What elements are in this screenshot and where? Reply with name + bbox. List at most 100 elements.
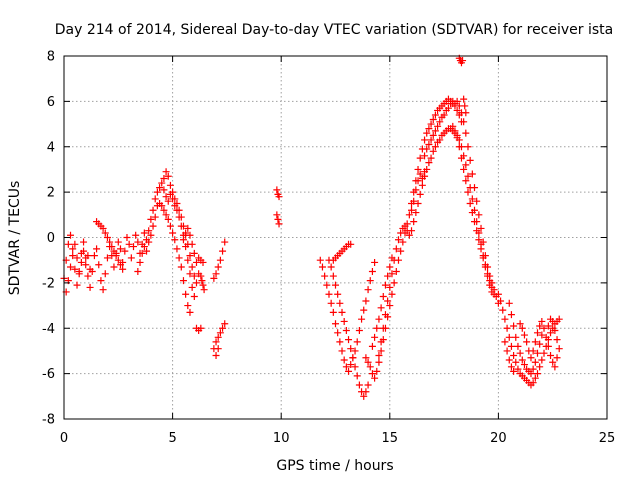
- y-tick-label: -2: [42, 276, 55, 291]
- y-tick-label: -8: [42, 413, 55, 428]
- data-point: [538, 317, 546, 325]
- data-point: [186, 308, 194, 316]
- data-point: [171, 236, 179, 244]
- data-point: [397, 229, 405, 237]
- data-point: [427, 120, 435, 128]
- data-point: [425, 159, 433, 167]
- data-point: [462, 161, 470, 169]
- data-point: [510, 367, 518, 375]
- data-point: [214, 333, 222, 341]
- data-point: [462, 177, 470, 185]
- data-point: [275, 193, 283, 201]
- data-point: [371, 258, 379, 266]
- data-point: [410, 197, 418, 205]
- data-point: [418, 175, 426, 183]
- data-point: [364, 286, 372, 294]
- data-point: [388, 254, 396, 262]
- y-tick-label: -6: [42, 367, 55, 382]
- data-point: [219, 324, 227, 332]
- data-point: [451, 102, 459, 110]
- data-point: [345, 336, 353, 344]
- data-point: [329, 308, 337, 316]
- data-point: [436, 118, 444, 126]
- data-point: [101, 229, 109, 237]
- data-point: [162, 211, 170, 219]
- data-point: [512, 358, 520, 366]
- data-point: [455, 111, 463, 119]
- data-point: [423, 129, 431, 137]
- data-point: [408, 227, 416, 235]
- axis-ticks: [63, 55, 608, 420]
- data-point: [468, 209, 476, 217]
- data-point: [440, 111, 448, 119]
- data-point: [371, 333, 379, 341]
- data-point: [140, 229, 148, 237]
- data-point: [431, 111, 439, 119]
- data-point: [379, 292, 387, 300]
- x-tick-label: 0: [60, 431, 68, 446]
- data-point: [414, 165, 422, 173]
- data-point: [510, 322, 518, 330]
- data-point: [93, 245, 101, 253]
- data-point: [84, 272, 92, 280]
- data-point: [164, 215, 172, 223]
- data-point: [327, 263, 335, 271]
- data-point: [336, 299, 344, 307]
- data-point: [67, 263, 75, 271]
- data-point: [444, 104, 452, 112]
- data-point: [342, 363, 350, 371]
- data-point: [381, 281, 389, 289]
- data-point: [536, 322, 544, 330]
- data-point: [147, 231, 155, 239]
- x-tick-label: 20: [490, 431, 507, 446]
- data-point: [358, 315, 366, 323]
- data-point: [462, 129, 470, 137]
- data-point: [542, 333, 550, 341]
- data-point: [364, 381, 372, 389]
- data-point: [323, 281, 331, 289]
- data-point: [477, 245, 485, 253]
- data-point: [99, 224, 107, 232]
- data-point: [436, 136, 444, 144]
- data-point: [351, 363, 359, 371]
- data-point: [449, 97, 457, 105]
- data-point: [366, 363, 374, 371]
- data-point: [164, 197, 172, 205]
- data-point: [273, 211, 281, 219]
- data-point: [431, 127, 439, 135]
- data-point: [366, 277, 374, 285]
- data-point: [501, 338, 509, 346]
- data-point: [362, 388, 370, 396]
- data-point: [505, 356, 513, 364]
- data-point: [338, 347, 346, 355]
- data-point: [397, 247, 405, 255]
- data-point: [116, 245, 124, 253]
- data-point: [110, 247, 118, 255]
- data-point: [394, 236, 402, 244]
- data-point: [90, 252, 98, 260]
- data-point: [184, 224, 192, 232]
- data-point: [197, 272, 205, 280]
- data-point: [173, 245, 181, 253]
- data-point: [373, 324, 381, 332]
- data-point: [156, 184, 164, 192]
- x-tick-labels: 0 5 10 15 20 25: [60, 431, 615, 446]
- data-point: [103, 254, 111, 262]
- data-point: [212, 351, 220, 359]
- data-point: [466, 184, 474, 192]
- data-point: [334, 329, 342, 337]
- data-point: [399, 238, 407, 246]
- data-point: [169, 188, 177, 196]
- data-point: [123, 234, 131, 241]
- data-point: [164, 172, 172, 180]
- data-point: [386, 263, 394, 271]
- data-point: [551, 327, 559, 335]
- data-point: [190, 272, 198, 280]
- data-point: [377, 304, 385, 312]
- data-point: [533, 370, 541, 378]
- data-point: [186, 270, 194, 278]
- data-point: [214, 345, 222, 353]
- data-point: [412, 186, 420, 194]
- data-point: [190, 292, 198, 300]
- data-point: [547, 329, 555, 337]
